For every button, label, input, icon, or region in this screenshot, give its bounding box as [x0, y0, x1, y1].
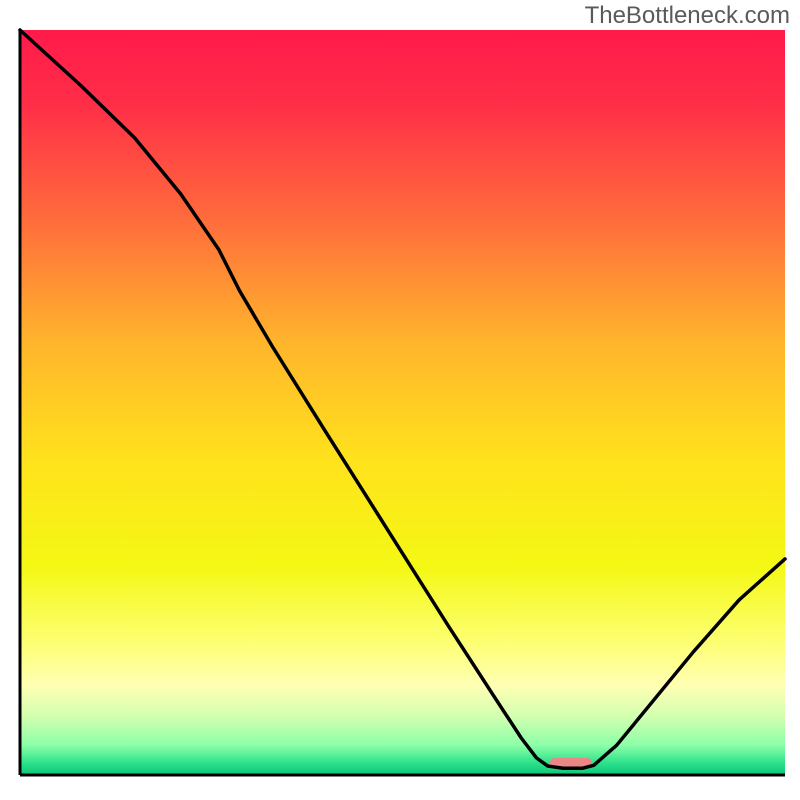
watermark-text: TheBottleneck.com	[585, 2, 790, 30]
chart-container: TheBottleneck.com	[0, 0, 800, 800]
bottleneck-chart	[0, 0, 800, 800]
plot-background	[20, 30, 785, 775]
